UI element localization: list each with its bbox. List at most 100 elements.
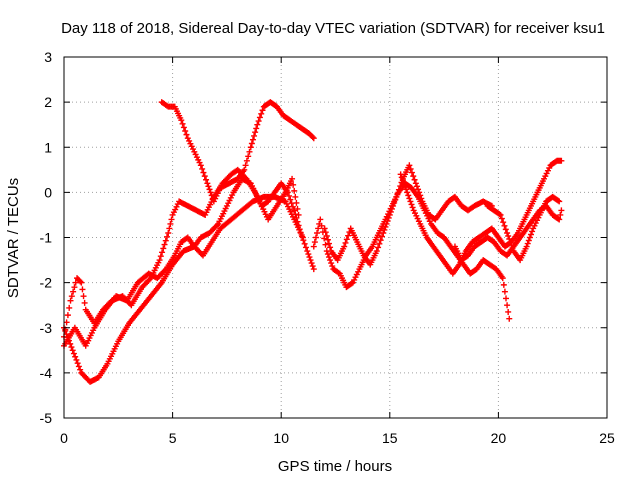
data-point: [504, 229, 511, 236]
data-point: [160, 245, 167, 252]
data-point: [161, 241, 168, 248]
data-point: [308, 260, 315, 267]
data-point: [295, 211, 302, 218]
x-axis-label: GPS time / hours: [278, 458, 392, 475]
y-tick-label: -4: [40, 365, 53, 381]
data-point: [502, 226, 509, 233]
data-point: [68, 293, 75, 300]
data-point: [64, 312, 71, 319]
data-point: [72, 353, 79, 360]
data-point: [407, 198, 414, 205]
data-point: [509, 245, 516, 252]
data-point: [418, 195, 425, 202]
data-point: [161, 267, 168, 274]
data-point: [199, 165, 206, 172]
data-point: [291, 187, 298, 194]
data-point: [555, 197, 562, 204]
data-point: [523, 243, 530, 250]
data-point: [207, 189, 214, 196]
data-point: [407, 165, 414, 172]
data-point: [81, 299, 88, 306]
data-point: [242, 162, 249, 169]
data-point: [321, 225, 328, 232]
y-tick-label: -3: [40, 320, 53, 336]
y-tick-label: 2: [44, 94, 52, 110]
data-point: [312, 234, 319, 241]
data-point: [80, 293, 87, 300]
data-point: [70, 350, 77, 357]
data-point: [399, 177, 406, 184]
data-point: [503, 295, 510, 302]
data-point: [556, 198, 563, 205]
data-point: [68, 344, 75, 351]
data-point: [408, 169, 415, 176]
data-point: [386, 211, 393, 218]
data-point: [310, 266, 317, 273]
data-point: [69, 347, 76, 354]
series-track-3: [61, 175, 302, 349]
data-point: [558, 157, 565, 164]
series-track-9: [484, 193, 563, 264]
data-point: [413, 183, 420, 190]
data-point: [166, 225, 173, 232]
data-point: [290, 181, 297, 188]
data-point: [164, 233, 171, 240]
data-point: [79, 286, 86, 293]
data-point: [404, 189, 411, 196]
y-tick-label: 3: [44, 49, 52, 65]
data-point: [499, 275, 506, 282]
data-point: [415, 186, 422, 193]
data-point: [167, 220, 174, 227]
data-point: [156, 257, 163, 264]
data-point: [384, 217, 391, 224]
data-point: [203, 176, 210, 183]
data-point: [241, 166, 248, 173]
data-point: [394, 190, 401, 197]
data-point: [409, 204, 416, 211]
data-point: [325, 254, 332, 261]
data-point: [256, 114, 263, 121]
data-point: [377, 237, 384, 244]
data-point: [180, 124, 187, 131]
data-point: [72, 279, 79, 286]
data-point: [327, 244, 334, 251]
data-point: [496, 211, 503, 218]
data-point: [62, 327, 69, 334]
data-point: [527, 231, 534, 238]
data-point: [500, 281, 507, 288]
data-point: [328, 260, 335, 267]
data-point: [179, 120, 186, 127]
data-point: [165, 229, 172, 236]
data-point: [322, 229, 329, 236]
data-point: [67, 297, 74, 304]
data-point: [526, 234, 533, 241]
data-point: [318, 222, 325, 229]
data-point: [345, 232, 352, 239]
data-point: [504, 302, 511, 309]
data-point: [310, 135, 317, 142]
data-point: [205, 183, 212, 190]
data-point: [416, 189, 423, 196]
data-point: [388, 205, 395, 212]
data-point: [383, 220, 390, 227]
data-point: [254, 121, 261, 128]
data-point: [397, 171, 404, 178]
data-point: [294, 205, 301, 212]
data-point: [258, 110, 265, 117]
data-point: [259, 107, 266, 114]
data-point: [287, 196, 294, 203]
data-point: [317, 216, 324, 223]
series-track-4: [158, 99, 317, 205]
data-point: [382, 223, 389, 230]
data-point: [255, 118, 262, 125]
data-point: [178, 117, 185, 124]
data-point: [324, 236, 331, 243]
y-tick-label: 0: [44, 184, 52, 200]
x-tick-label: 25: [599, 430, 615, 446]
data-point: [248, 140, 255, 147]
data-point: [293, 199, 300, 206]
data-point: [329, 263, 336, 270]
data-point: [206, 186, 213, 193]
tick-layer: 0 5 10 15 20 25 -5 -4 -3 -2 -1 0 1 2 3: [40, 49, 615, 446]
